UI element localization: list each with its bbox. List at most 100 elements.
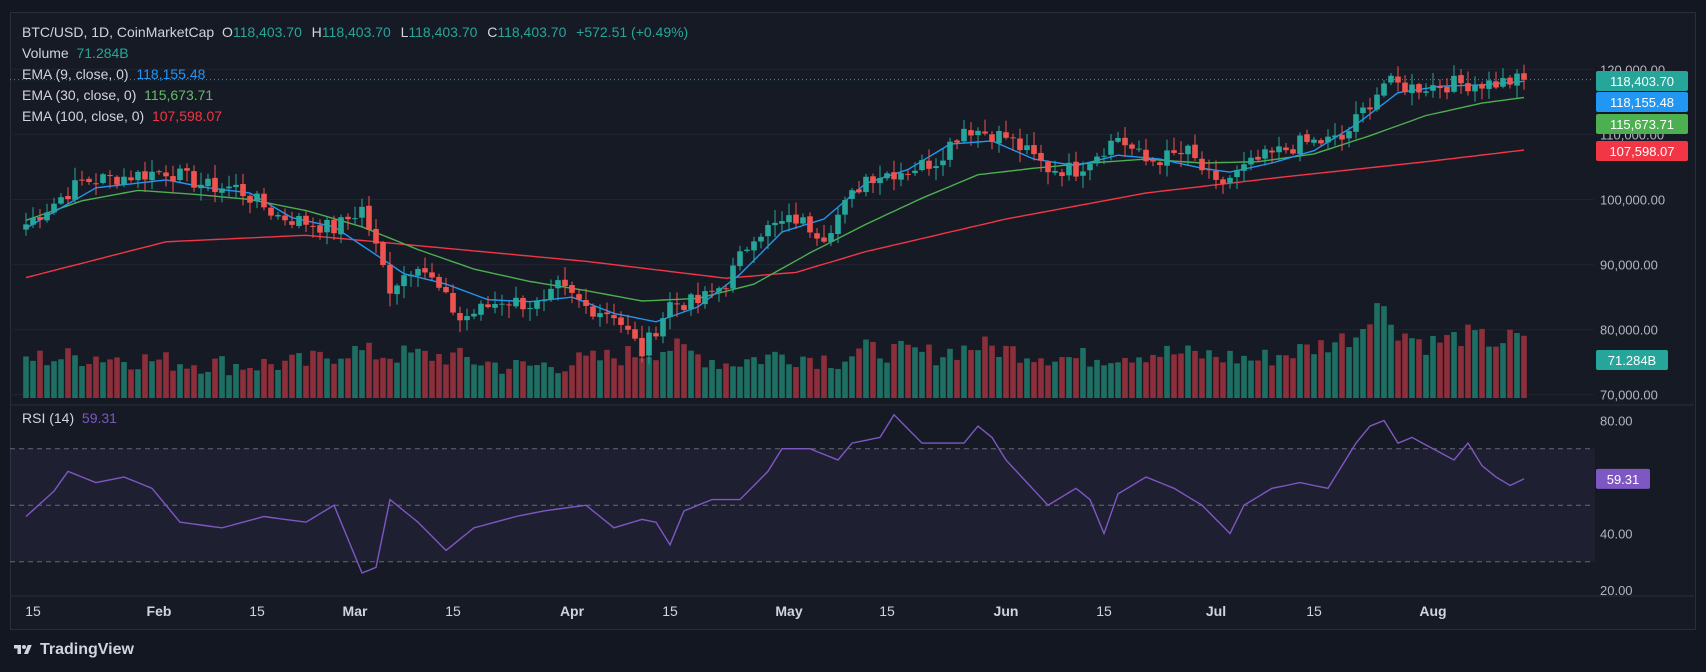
- candle-body: [1500, 78, 1506, 87]
- candle-body: [1213, 170, 1219, 180]
- volume-bar: [226, 375, 232, 398]
- volume-bar: [660, 352, 666, 398]
- volume-bar: [296, 353, 302, 398]
- candle-body: [1360, 107, 1366, 114]
- candle-body: [1332, 135, 1338, 138]
- volume-bar: [1017, 362, 1023, 398]
- rsi-legend[interactable]: RSI (14) 59.31: [22, 410, 117, 426]
- volume-bar: [1430, 335, 1436, 398]
- candle-body: [1493, 81, 1499, 88]
- candle-body: [478, 303, 484, 315]
- price-axis-label: 100,000.00: [1600, 192, 1665, 207]
- volume-bar: [478, 365, 484, 398]
- volume-bar: [1325, 352, 1331, 398]
- rsi-axis-label: 20.00: [1600, 583, 1633, 598]
- volume-row[interactable]: Volume 71.284B: [22, 43, 688, 64]
- candle-body: [275, 214, 281, 217]
- volume-bar: [156, 359, 162, 398]
- candle-body: [44, 212, 50, 221]
- volume-bar: [247, 368, 253, 398]
- volume-bar: [555, 373, 561, 398]
- volume-bar: [513, 360, 519, 398]
- volume-bar: [492, 362, 498, 398]
- candle-body: [1024, 145, 1030, 151]
- candle-body: [352, 218, 358, 220]
- time-axis-label: Apr: [560, 603, 585, 619]
- brand-footer[interactable]: TradingView: [12, 641, 134, 659]
- volume-bar: [317, 351, 323, 398]
- time-axis-label: Jun: [994, 603, 1019, 619]
- candle-body: [828, 233, 834, 242]
- volume-bar: [177, 364, 183, 398]
- candle-body: [597, 313, 603, 318]
- volume-bar: [1388, 324, 1394, 398]
- volume-bar: [905, 344, 911, 398]
- volume-bar: [44, 365, 50, 398]
- volume-bar: [1500, 343, 1506, 398]
- ema30-badge: [1596, 114, 1688, 134]
- candle-body: [1346, 131, 1352, 139]
- candle-body: [261, 193, 267, 208]
- volume-bar: [359, 350, 365, 398]
- volume-bar: [716, 368, 722, 398]
- volume-bar: [989, 345, 995, 398]
- volume-bar: [1304, 344, 1310, 398]
- volume-bar: [205, 371, 211, 398]
- ema9-row[interactable]: EMA (9, close, 0) 118,155.48: [22, 64, 688, 85]
- volume-bar: [457, 347, 463, 398]
- candle-body: [247, 195, 253, 203]
- candle-body: [1122, 137, 1128, 146]
- symbol-label[interactable]: BTC/USD, 1D, CoinMarketCap: [22, 24, 215, 40]
- candle-body: [1017, 138, 1023, 151]
- time-axis-label: 15: [662, 603, 678, 619]
- volume-bar: [1031, 362, 1037, 398]
- candle-body: [485, 304, 491, 308]
- volume-bar: [737, 366, 743, 398]
- candle-body: [611, 315, 617, 319]
- volume-bar: [366, 342, 372, 398]
- candle-body: [940, 160, 946, 166]
- volume-bar: [1052, 361, 1058, 398]
- candle-body: [646, 332, 652, 356]
- volume-bar: [793, 367, 799, 398]
- volume-bar: [1486, 346, 1492, 398]
- candle-body: [555, 280, 561, 289]
- high-value: 118,403.70: [321, 24, 391, 40]
- candle-body: [1136, 148, 1142, 150]
- volume-bar: [1192, 350, 1198, 398]
- candle-body: [128, 177, 134, 181]
- volume-bar: [114, 357, 120, 398]
- candle-body: [1157, 162, 1163, 166]
- volume-bar: [1479, 328, 1485, 398]
- volume-bar: [1346, 347, 1352, 398]
- candle-body: [660, 318, 666, 337]
- ema100-row[interactable]: EMA (100, close, 0) 107,598.07: [22, 106, 688, 127]
- tradingview-logo-icon: [14, 645, 32, 654]
- candle-body: [359, 206, 365, 218]
- volume-bar: [422, 350, 428, 398]
- ema30-row[interactable]: EMA (30, close, 0) 115,673.71: [22, 85, 688, 106]
- volume-bar: [681, 344, 687, 398]
- candle-body: [198, 184, 204, 189]
- volume-bar: [149, 361, 155, 398]
- candle-body: [149, 171, 155, 181]
- volume-bar: [184, 368, 190, 398]
- candle-body: [1402, 82, 1408, 93]
- ema30-value: 115,673.71: [144, 87, 214, 103]
- volume-bar: [1423, 354, 1429, 398]
- close-value: 118,403.70: [497, 24, 567, 40]
- volume-bar: [1178, 353, 1184, 398]
- candle-body: [996, 131, 1002, 144]
- volume-bar: [380, 357, 386, 398]
- candle-body: [632, 329, 638, 339]
- open-label: O: [221, 24, 233, 40]
- candle-body: [464, 316, 470, 321]
- volume-bar: [1185, 345, 1191, 398]
- volume-bar: [1409, 338, 1415, 398]
- volume-bar: [940, 357, 946, 398]
- volume-bar: [674, 338, 680, 398]
- volume-bar: [338, 358, 344, 398]
- volume-bar: [891, 343, 897, 398]
- candle-body: [1283, 147, 1289, 151]
